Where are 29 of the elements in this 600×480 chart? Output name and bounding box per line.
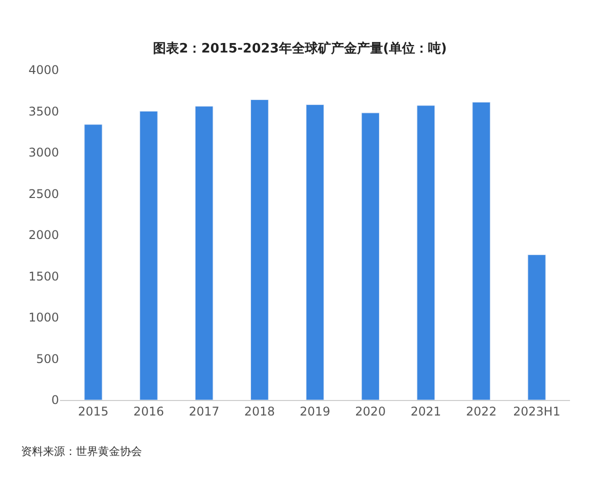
y-tick-label: 500 (36, 352, 59, 366)
text: 资料来源：世界黄金协会 (21, 445, 142, 458)
y-tick-label: 3500 (28, 104, 59, 118)
bar (140, 111, 158, 400)
y-tick-label: 1500 (28, 269, 59, 284)
bar (416, 105, 435, 400)
x-tick-label: 2017 (188, 404, 220, 418)
bar (250, 99, 269, 400)
x-tick-label: 2016 (133, 404, 164, 418)
y-tick-label: 2000 (28, 228, 59, 242)
x-tick-label: 2022 (466, 404, 497, 418)
y-tick-label: 2500 (28, 186, 59, 201)
bar (472, 102, 490, 400)
x-tick-label: 2021 (410, 404, 442, 418)
x-tick-label: 2023H1 (513, 404, 560, 418)
x-tick-label: 2018 (244, 404, 275, 418)
x-tick-label: 2015 (78, 404, 109, 418)
chart-title: 图表2：2015-2023年全球矿产金产量(单位：吨) (153, 40, 447, 56)
bar (306, 104, 324, 400)
y-tick-label: 0 (51, 393, 59, 408)
y-tick-label: 3000 (28, 146, 59, 160)
y-tick-label: 1000 (28, 310, 59, 325)
bar (528, 254, 546, 400)
bar (195, 106, 214, 400)
y-tick-label: 4000 (28, 63, 59, 78)
bar (361, 112, 380, 400)
x-tick-label: 2019 (300, 404, 330, 418)
bar (84, 124, 102, 400)
x-tick-label: 2020 (355, 404, 386, 418)
